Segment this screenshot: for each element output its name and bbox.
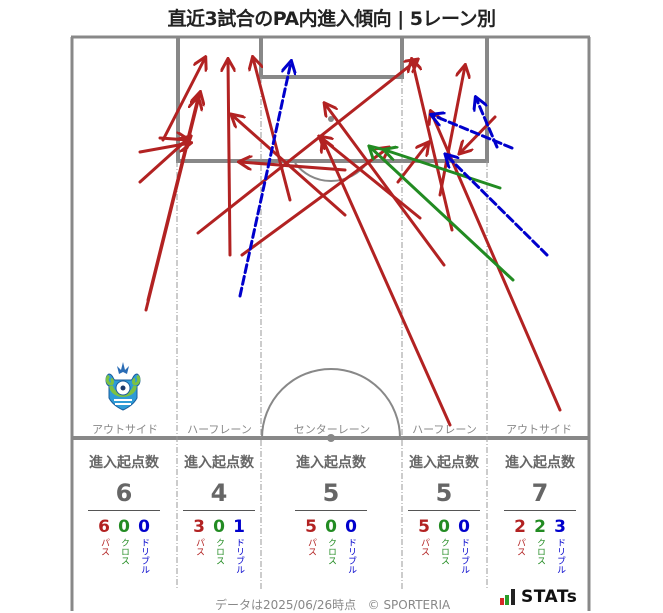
copyright-text: © SPORTERIA xyxy=(367,598,451,612)
stats-header: 進入起点数 xyxy=(409,455,479,471)
pass-arrow xyxy=(138,143,190,154)
lane-label-center: センターレーン xyxy=(293,423,371,436)
dribble-arrow xyxy=(238,62,291,298)
footer-credit: データは2025/06/26時点 © SPORTERIA xyxy=(215,596,450,613)
pass-arrow xyxy=(240,162,347,172)
center-spot xyxy=(327,434,335,442)
stats-divider xyxy=(88,510,160,511)
pass-arrow xyxy=(325,104,446,267)
pitch-lines xyxy=(70,35,591,611)
pass-arrow xyxy=(228,60,230,257)
stats-header: 進入起点数 xyxy=(505,455,575,471)
pass-arrow xyxy=(240,148,388,257)
dribble-count: 3 ドリブル xyxy=(554,517,566,574)
dribble-count: 0 ドリブル xyxy=(138,517,150,574)
dribble-count: 0 ドリブル xyxy=(345,517,357,574)
stats-lane-1: 進入起点数 6 6 パス 0 クロス 0 ドリブル xyxy=(74,452,174,574)
dribble-arrow xyxy=(446,155,549,257)
stats-divider xyxy=(408,510,480,511)
chart-title: 直近3試合のPA内進入傾向 | 5レーン別 xyxy=(167,8,496,30)
lane-label-halfspace-right: ハーフレーン xyxy=(412,423,477,436)
pass-arrow xyxy=(396,143,428,184)
stats-total: 5 xyxy=(435,479,453,507)
stats-divider xyxy=(504,510,576,511)
cross-arrow xyxy=(370,147,515,282)
dribble-arrow xyxy=(432,115,514,150)
cross-count: 0 クロス xyxy=(438,517,450,565)
pass-arrow xyxy=(320,137,422,220)
stats-logo-text: STATs xyxy=(521,587,578,607)
dribble-count: 1 ドリブル xyxy=(233,517,245,574)
pass-arrow xyxy=(253,58,292,202)
pass-arrow xyxy=(146,98,198,302)
goal-area xyxy=(259,37,404,79)
stats-total: 7 xyxy=(531,479,549,507)
stats-divider xyxy=(295,510,367,511)
stats-header: 進入起点数 xyxy=(184,455,254,471)
stats-lane-4: 進入起点数 5 5 パス 0 クロス 0 ドリブル xyxy=(394,452,494,574)
stats-total: 4 xyxy=(210,479,228,507)
pass-count: 5 パス xyxy=(305,517,317,556)
penalty-area xyxy=(176,37,489,163)
pass-count: 3 パス xyxy=(193,517,205,556)
dribble-arrow xyxy=(476,98,499,149)
stats-header: 進入起点数 xyxy=(89,455,159,471)
pass-arrow xyxy=(161,58,205,142)
lane-label-outside-left: アウトサイド xyxy=(92,423,158,436)
data-date-text: データは2025/06/26時点 xyxy=(215,598,357,612)
pass-arrow xyxy=(431,112,562,412)
cross-count: 0 クロス xyxy=(213,517,225,565)
cross-count: 0 クロス xyxy=(118,517,130,565)
stats-header: 進入起点数 xyxy=(296,455,366,471)
stats-total: 6 xyxy=(115,479,133,507)
entry-arrows xyxy=(138,58,562,427)
lane-label-halfspace-left: ハーフレーン xyxy=(187,423,252,436)
bar-chart-icon xyxy=(500,589,515,605)
stats-divider xyxy=(183,510,255,511)
pass-arrow xyxy=(412,60,454,232)
stats-logo: STATs xyxy=(500,587,578,607)
dribble-count: 0 ドリブル xyxy=(458,517,470,574)
pass-count: 5 パス xyxy=(418,517,430,556)
pass-count: 6 パス xyxy=(98,517,110,556)
pass-arrow xyxy=(158,138,188,140)
stats-total: 5 xyxy=(322,479,340,507)
pass-count: 2 パス xyxy=(514,517,526,556)
club-emblem-icon xyxy=(105,362,141,411)
lane-label-outside-right: アウトサイド xyxy=(506,423,572,436)
center-circle-arc xyxy=(261,368,401,439)
pass-arrow xyxy=(196,60,417,235)
stats-lane-5: 進入起点数 7 2 パス 2 クロス 3 ドリブル xyxy=(490,452,590,574)
cross-arrow xyxy=(385,150,502,190)
pass-arrow xyxy=(438,66,465,197)
stats-lane-2: 進入起点数 4 3 パス 0 クロス 1 ドリブル xyxy=(170,452,268,574)
cross-count: 0 クロス xyxy=(325,517,337,565)
cross-count: 2 クロス xyxy=(534,517,546,565)
stats-lane-3: 進入起点数 5 5 パス 0 クロス 0 ドリブル xyxy=(281,452,381,574)
pass-arrow xyxy=(323,140,452,427)
